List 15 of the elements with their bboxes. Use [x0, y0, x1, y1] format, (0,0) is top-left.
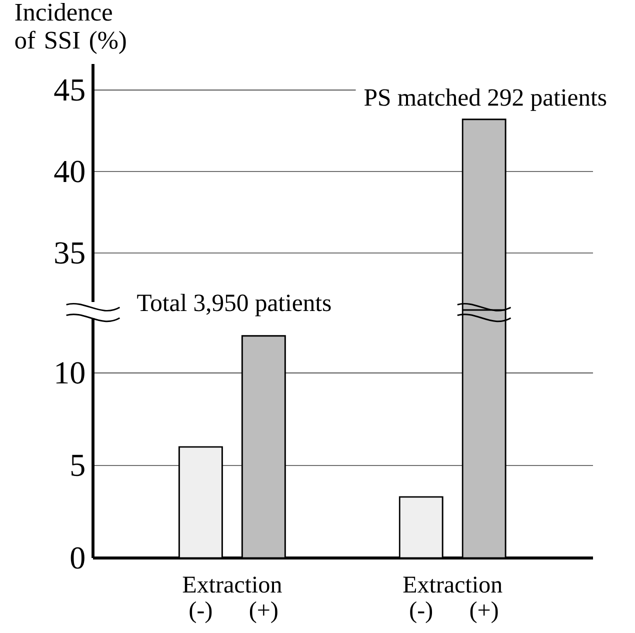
y-tick-label: 0: [70, 547, 84, 569]
text: Extraction: [182, 576, 282, 593]
y-axis-title: Incidence of SSI (%): [15, 2, 126, 54]
annotation: PS matched 292 patients: [364, 88, 606, 111]
x-tick-label: (+): [250, 601, 278, 624]
x-tick-label: (-): [410, 601, 432, 624]
y-tick-label: 40: [54, 160, 84, 182]
x-tick-label: (-): [190, 601, 212, 624]
y-tick-label: 45: [54, 79, 84, 101]
y-tick-label: 10: [56, 362, 84, 384]
text: Extraction: [403, 576, 502, 593]
x-tick-label: (+): [470, 601, 498, 624]
y-tick-label: 5: [71, 454, 84, 476]
annotation: Total 3,950 patients: [137, 294, 331, 316]
y-tick-label: 35: [55, 242, 84, 264]
